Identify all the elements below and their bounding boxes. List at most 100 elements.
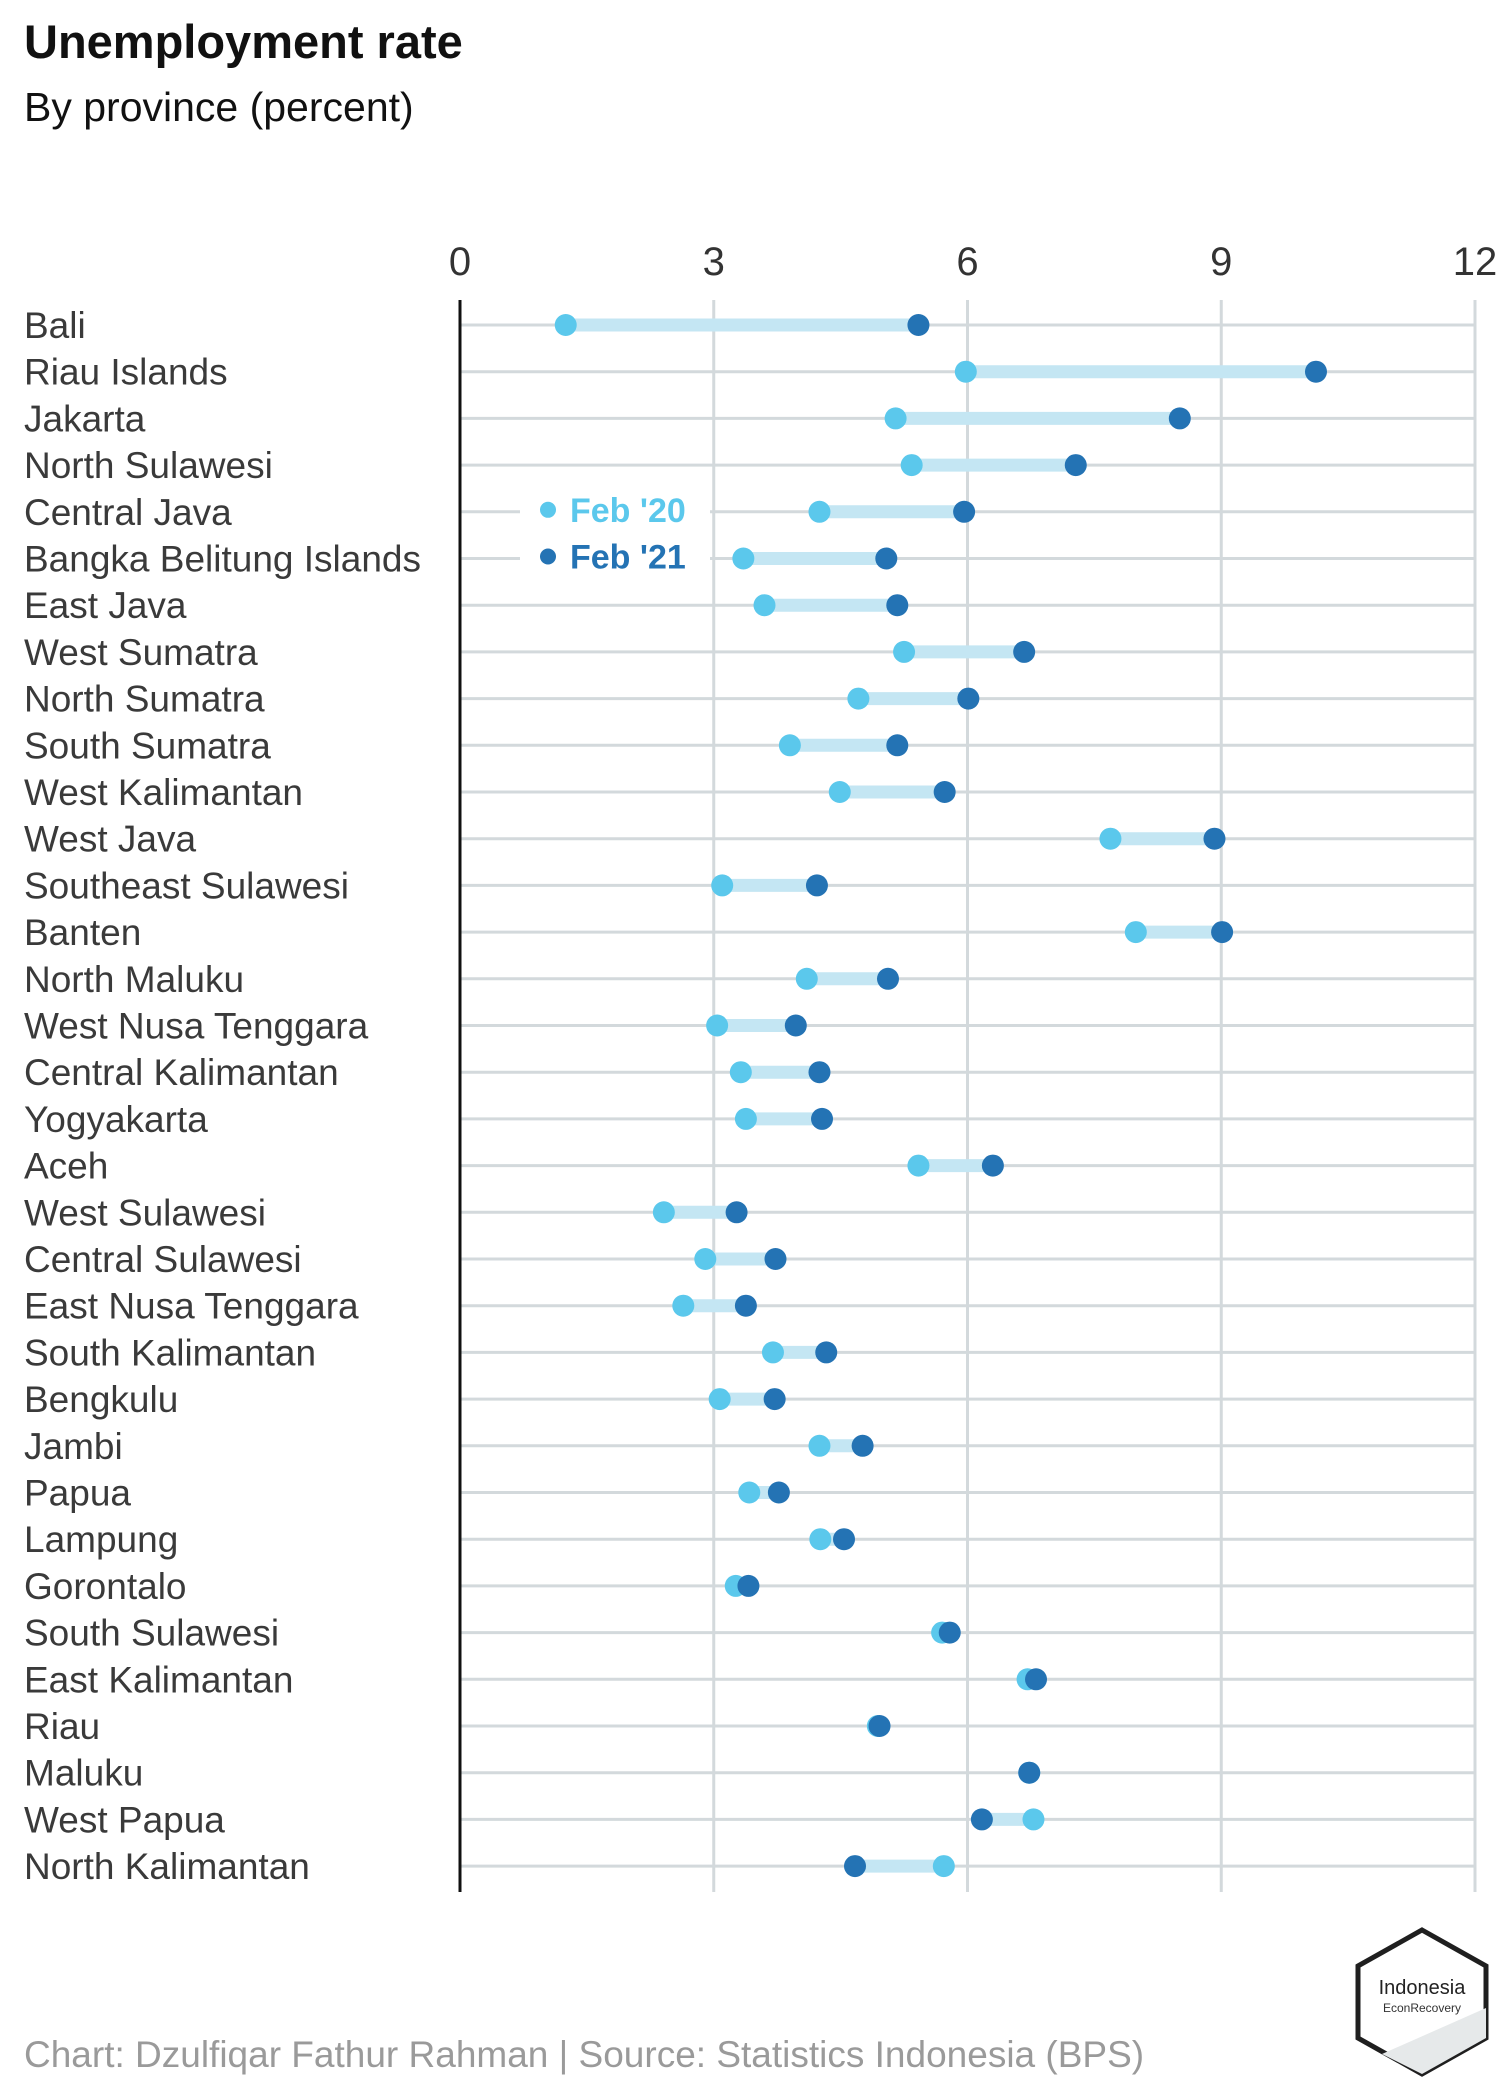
province-label: East Nusa Tenggara <box>24 1286 359 1327</box>
dot-feb21 <box>1203 827 1226 850</box>
dot-feb20 <box>809 1528 832 1551</box>
dot-feb20 <box>1022 1808 1045 1831</box>
dot-feb21 <box>1168 407 1191 430</box>
dot-feb20 <box>732 547 755 570</box>
dot-feb20 <box>795 967 818 990</box>
province-label: West Java <box>24 819 196 860</box>
province-label: Central Java <box>24 492 232 533</box>
province-label: West Nusa Tenggara <box>24 1006 369 1047</box>
dot-feb21 <box>868 1715 891 1737</box>
dot-feb20 <box>828 781 851 803</box>
dot-feb21 <box>767 1481 790 1504</box>
province-label: North Kalimantan <box>24 1846 310 1887</box>
province-label: Bali <box>24 305 86 346</box>
dot-feb21 <box>737 1574 760 1597</box>
dot-feb21 <box>725 1201 748 1224</box>
dot-feb21 <box>1211 921 1234 944</box>
dot-feb20 <box>808 500 831 523</box>
dot-feb21 <box>1304 360 1327 383</box>
x-tick-label: 0 <box>449 240 471 284</box>
province-label: Aceh <box>24 1146 108 1187</box>
x-tick-label: 6 <box>956 240 978 284</box>
dot-feb21 <box>1064 454 1087 477</box>
province-label: South Sulawesi <box>24 1613 279 1654</box>
dot-feb20 <box>694 1248 717 1270</box>
dot-feb21 <box>784 1014 807 1037</box>
province-label: Southeast Sulawesi <box>24 865 349 906</box>
dot-feb20 <box>884 407 907 430</box>
dot-feb21 <box>805 874 828 897</box>
dot-feb20 <box>1099 827 1122 850</box>
dot-feb20 <box>711 874 734 897</box>
province-label: Riau <box>24 1706 100 1747</box>
dot-feb21 <box>1025 1668 1048 1691</box>
province-label: East Kalimantan <box>24 1659 293 1700</box>
province-label: Jambi <box>24 1426 123 1467</box>
dot-feb21 <box>886 734 909 757</box>
dot-feb21 <box>763 1388 786 1411</box>
dot-feb20 <box>932 1855 955 1878</box>
province-label: Lampung <box>24 1519 178 1560</box>
dot-feb21 <box>851 1434 874 1457</box>
legend-marker <box>540 501 556 518</box>
dot-feb20 <box>652 1201 675 1224</box>
province-label: West Sulawesi <box>24 1192 266 1233</box>
dot-feb20 <box>847 687 870 710</box>
province-label: East Java <box>24 585 187 626</box>
dot-feb21 <box>844 1855 867 1878</box>
dot-feb21 <box>876 967 899 990</box>
dot-feb20 <box>708 1388 731 1411</box>
province-label: Bangka Belitung Islands <box>24 539 421 580</box>
dot-feb21 <box>907 314 930 336</box>
dot-feb21 <box>938 1621 961 1644</box>
province-label: Maluku <box>24 1753 143 1794</box>
legend-label: Feb '20 <box>570 492 686 530</box>
x-tick-label: 9 <box>1210 240 1232 284</box>
dot-feb21 <box>886 594 909 617</box>
province-label: Central Kalimantan <box>24 1052 339 1093</box>
dot-feb20 <box>672 1294 695 1317</box>
dot-feb21 <box>1013 640 1036 663</box>
province-label: Riau Islands <box>24 352 228 393</box>
dot-feb20 <box>729 1061 752 1084</box>
province-label: South Sumatra <box>24 725 271 766</box>
source-caption: Chart: Dzulfiqar Fathur Rahman | Source:… <box>24 2034 1145 2075</box>
dot-feb21 <box>970 1808 993 1831</box>
province-label: North Sulawesi <box>24 445 273 486</box>
x-tick-label: 12 <box>1453 240 1498 284</box>
province-label: West Kalimantan <box>24 772 303 813</box>
dot-feb20 <box>778 734 801 757</box>
dot-feb21 <box>764 1248 787 1270</box>
dot-feb20 <box>753 594 776 617</box>
dot-feb20 <box>907 1154 930 1177</box>
logo-title: Indonesia <box>1379 1977 1467 1999</box>
dot-feb21 <box>811 1107 834 1130</box>
dot-feb21 <box>981 1154 1004 1177</box>
province-label: Papua <box>24 1473 131 1514</box>
dot-feb20 <box>761 1341 784 1364</box>
dumbbell-chart: 0 3 6 9 12 Bali Riau Islands Jakarta North Sulaw… <box>24 240 1498 1892</box>
chart-title: Unemployment rate <box>24 15 463 68</box>
x-tick-label: 3 <box>703 240 725 284</box>
dot-feb20 <box>554 314 577 336</box>
brand-logo: Indonesia EconRecovery <box>1355 1927 1489 2077</box>
legend-label: Feb '21 <box>570 539 686 577</box>
province-label: Jakarta <box>24 398 146 439</box>
province-label: Banten <box>24 912 141 953</box>
province-label: South Kalimantan <box>24 1332 316 1373</box>
province-label: West Sumatra <box>24 632 258 673</box>
province-label: North Maluku <box>24 959 244 1000</box>
dot-feb21 <box>1018 1761 1041 1784</box>
dot-feb21 <box>957 687 980 710</box>
dot-feb21 <box>875 547 898 570</box>
province-label: Yogyakarta <box>24 1099 208 1140</box>
dot-feb20 <box>808 1434 831 1457</box>
province-label: Central Sulawesi <box>24 1239 302 1280</box>
dot-feb21 <box>953 500 976 523</box>
dot-feb20 <box>954 360 977 383</box>
logo-subtitle: EconRecovery <box>1383 2001 1461 2015</box>
dot-feb20 <box>738 1481 761 1504</box>
dot-feb20 <box>893 640 916 663</box>
dot-feb20 <box>900 454 923 477</box>
legend-marker <box>540 548 556 565</box>
